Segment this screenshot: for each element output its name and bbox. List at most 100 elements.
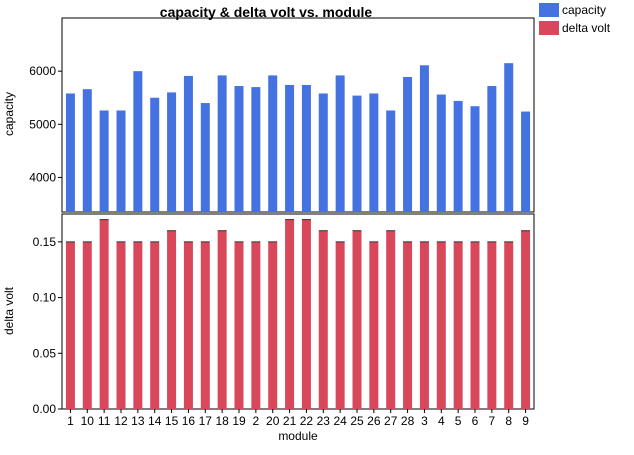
x-tick-label: 26 <box>367 414 381 428</box>
bar-delta-volt <box>403 241 413 409</box>
bar-delta-volt <box>116 241 126 409</box>
x-tick-label: 11 <box>98 414 111 428</box>
bar-delta-volt <box>167 230 177 409</box>
bar-capacity <box>487 86 497 212</box>
x-axis-label: module <box>278 429 318 443</box>
bar-delta-volt <box>504 241 514 409</box>
bar-capacity <box>386 110 396 212</box>
x-tick-label: 13 <box>131 414 145 428</box>
bar-delta-volt <box>251 241 261 409</box>
bar-delta-volt <box>65 241 75 409</box>
legend-label-capacity: capacity <box>562 3 606 17</box>
x-tick-label: 5 <box>455 414 462 428</box>
x-tick-label: 12 <box>114 414 128 428</box>
x-tick-label: 17 <box>199 414 213 428</box>
x-tick-label: 18 <box>215 414 229 428</box>
bar-capacity <box>436 94 446 212</box>
x-tick-label: 25 <box>350 414 364 428</box>
bar-capacity <box>234 86 244 212</box>
bar-delta-volt <box>301 219 311 409</box>
bar-delta-volt <box>335 241 345 409</box>
bar-delta-volt <box>234 241 244 409</box>
bar-capacity <box>217 75 227 212</box>
bar-capacity <box>301 84 311 212</box>
y-tick-label-capacity: 4000 <box>29 170 56 184</box>
bar-capacity <box>521 111 531 212</box>
legend-swatch-capacity <box>539 3 559 17</box>
legend-label-delta-volt: delta volt <box>562 21 611 35</box>
x-tick-label: 6 <box>472 414 479 428</box>
x-tick-label: 8 <box>505 414 512 428</box>
y-tick-label-delta-volt: 0.15 <box>33 235 57 249</box>
bar-capacity <box>150 97 160 212</box>
y-tick-label-delta-volt: 0.00 <box>33 402 57 416</box>
bar-delta-volt <box>369 241 379 409</box>
y-tick-label-delta-volt: 0.10 <box>33 291 57 305</box>
x-tick-label: 9 <box>522 414 529 428</box>
bar-capacity <box>65 93 75 212</box>
x-tick-label: 14 <box>148 414 162 428</box>
y-tick-label-capacity: 5000 <box>29 117 56 131</box>
x-tick-label: 22 <box>300 414 314 428</box>
x-tick-label: 3 <box>421 414 428 428</box>
bar-capacity <box>133 71 143 212</box>
bar-delta-volt <box>133 241 143 409</box>
bar-delta-volt <box>436 241 446 409</box>
plot-frame-delta-volt <box>61 213 535 410</box>
bar-delta-volt <box>200 241 210 409</box>
x-tick-label: 21 <box>283 414 297 428</box>
x-tick-label: 27 <box>384 414 398 428</box>
x-tick-label: 23 <box>317 414 331 428</box>
bar-delta-volt <box>183 241 193 409</box>
bar-delta-volt <box>470 241 480 409</box>
bar-delta-volt <box>82 241 92 409</box>
bar-capacity <box>251 87 261 212</box>
bar-delta-volt <box>318 230 328 409</box>
delta-volt-axis-label: delta volt <box>2 286 16 335</box>
x-tick-label: 1 <box>67 414 74 428</box>
x-tick-label: 19 <box>232 414 246 428</box>
x-tick-label: 24 <box>333 414 347 428</box>
bar-capacity <box>116 110 126 212</box>
y-tick-label-capacity: 6000 <box>29 64 56 78</box>
x-tick-label: 15 <box>165 414 179 428</box>
bar-delta-volt <box>419 241 429 409</box>
bar-capacity <box>285 84 295 212</box>
bar-capacity <box>268 75 278 212</box>
bar-capacity <box>335 75 345 212</box>
bar-capacity <box>369 93 379 212</box>
chart-legend: capacity delta volt <box>539 3 611 35</box>
x-tick-label: 16 <box>182 414 196 428</box>
bar-delta-volt <box>217 230 227 409</box>
bar-capacity <box>419 65 429 212</box>
x-tick-label: 2 <box>253 414 260 428</box>
capacity-axis-label: capacity <box>2 92 16 136</box>
bar-delta-volt <box>453 241 463 409</box>
bar-delta-volt <box>352 230 362 409</box>
bar-capacity <box>470 106 480 212</box>
bar-delta-volt <box>487 241 497 409</box>
bar-delta-volt <box>150 241 160 409</box>
bar-capacity <box>99 110 109 212</box>
x-tick-label: 4 <box>438 414 445 428</box>
bar-capacity <box>318 93 328 212</box>
bar-delta-volt <box>285 219 295 409</box>
bar-capacity <box>352 95 362 212</box>
bar-delta-volt <box>99 219 109 409</box>
bar-capacity <box>183 75 193 212</box>
bar-delta-volt <box>521 230 531 409</box>
x-tick-label: 28 <box>401 414 415 428</box>
bar-capacity <box>504 63 514 212</box>
x-tick-label: 7 <box>489 414 496 428</box>
x-tick-label: 20 <box>266 414 280 428</box>
bar-capacity <box>403 76 413 213</box>
plot-frame-capacity <box>61 17 535 213</box>
bar-capacity <box>200 103 210 212</box>
y-tick-label-delta-volt: 0.05 <box>33 346 57 360</box>
x-tick-label: 10 <box>81 414 95 428</box>
bar-capacity <box>82 89 92 212</box>
chart-title: capacity & delta volt vs. module <box>160 4 373 20</box>
bar-capacity <box>167 92 177 212</box>
